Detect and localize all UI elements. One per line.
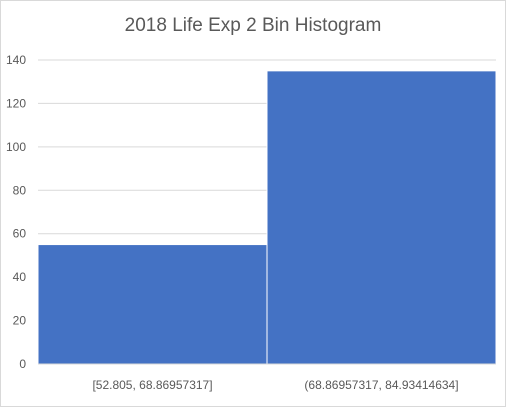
y-tick-label: 140 xyxy=(6,53,26,67)
y-tick-label: 40 xyxy=(13,270,27,284)
y-tick-label: 120 xyxy=(6,96,26,110)
y-tick-label: 0 xyxy=(19,357,26,371)
x-tick-label: [52.805, 68.86957317] xyxy=(92,378,212,392)
y-tick-label: 80 xyxy=(13,183,27,197)
chart-title: 2018 Life Exp 2 Bin Histogram xyxy=(124,15,382,36)
bar xyxy=(266,70,497,365)
y-tick-label: 20 xyxy=(13,314,27,328)
bar xyxy=(37,244,268,365)
x-tick-labels: [52.805, 68.86957317] (68.86957317, 84.93… xyxy=(92,378,458,392)
x-tick-label: (68.86957317, 84.93414634] xyxy=(304,378,458,392)
y-tick-label: 60 xyxy=(13,227,27,241)
bars xyxy=(37,70,497,365)
y-tick-label: 100 xyxy=(6,140,26,154)
y-tick-labels: 0 20 40 60 80 100 120 140 xyxy=(6,53,26,371)
